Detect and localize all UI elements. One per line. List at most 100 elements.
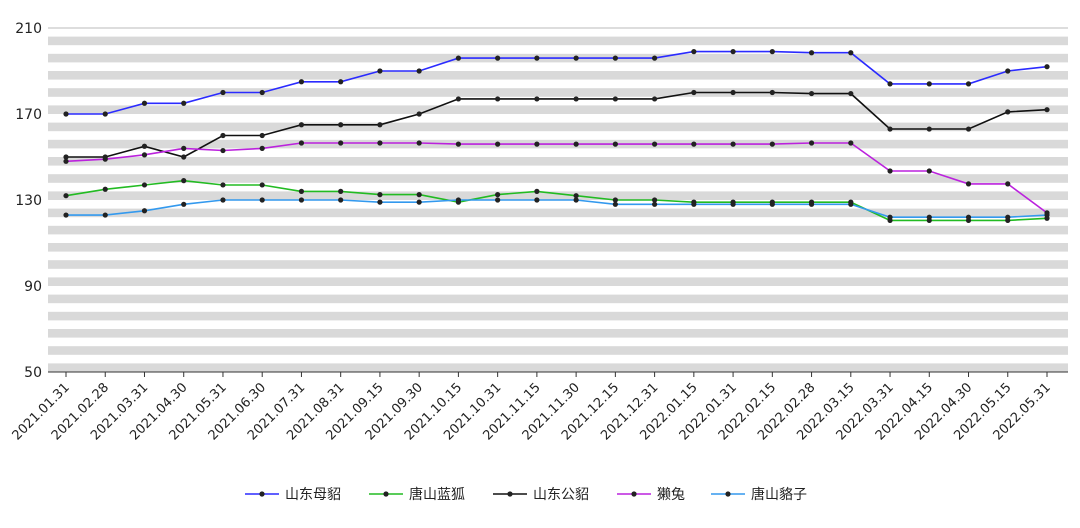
data-point <box>534 141 540 147</box>
data-point <box>298 79 305 85</box>
data-point <box>181 100 187 106</box>
data-point <box>416 68 422 74</box>
data-point <box>691 141 697 147</box>
data-point <box>298 188 305 194</box>
data-point <box>259 89 265 96</box>
data-point <box>691 89 697 96</box>
data-point <box>652 201 658 207</box>
legend-label: 唐山貉子 <box>751 486 807 503</box>
data-point <box>63 111 69 117</box>
data-point <box>102 156 108 162</box>
series-line <box>65 179 1048 222</box>
data-point <box>534 96 540 102</box>
series-3 <box>63 89 1050 160</box>
grid-band <box>48 225 1068 235</box>
data-point <box>102 212 108 218</box>
grid-band <box>48 36 1068 46</box>
data-point <box>612 55 618 61</box>
data-point <box>141 152 148 158</box>
data-point <box>298 140 305 146</box>
data-point <box>848 50 854 56</box>
data-point <box>691 49 697 55</box>
data-point <box>1005 214 1011 220</box>
data-point <box>338 140 344 146</box>
grid-band <box>48 329 1068 338</box>
grid-band <box>48 157 1068 166</box>
data-point <box>181 178 187 184</box>
data-point <box>181 145 187 151</box>
data-point <box>808 201 815 207</box>
data-point <box>808 140 815 146</box>
data-point <box>416 199 422 205</box>
y-tick-label: 130 <box>15 193 42 209</box>
grid-band <box>48 311 1068 321</box>
data-point <box>495 197 501 203</box>
data-point <box>730 201 736 207</box>
y-tick-label: 50 <box>24 365 42 381</box>
grid-band <box>48 260 1068 269</box>
y-axis-ticks: 50 90 130 170 210 <box>15 21 42 381</box>
y-tick-label: 170 <box>15 107 42 123</box>
series-line <box>66 199 1048 218</box>
data-point <box>495 96 501 102</box>
data-point <box>887 214 893 220</box>
data-point <box>455 141 461 147</box>
data-point <box>965 126 972 132</box>
data-point <box>377 122 383 128</box>
data-point <box>769 201 775 207</box>
data-point <box>926 214 932 220</box>
grid-band <box>48 174 1068 183</box>
data-point <box>926 168 932 174</box>
y-tick-label: 90 <box>24 279 42 295</box>
data-point <box>298 122 305 128</box>
data-point <box>495 141 501 147</box>
data-point <box>141 143 148 149</box>
data-point <box>338 188 344 194</box>
data-point <box>730 89 736 96</box>
series-lines <box>63 49 1050 224</box>
data-point <box>495 192 501 198</box>
data-point <box>220 197 226 203</box>
data-point <box>534 55 540 61</box>
data-point <box>573 193 579 199</box>
data-point <box>495 55 501 61</box>
grid-band <box>48 294 1068 304</box>
data-point <box>220 132 226 139</box>
data-point <box>887 126 893 132</box>
data-point <box>259 145 265 151</box>
data-point <box>181 154 187 160</box>
legend-item: 獭兔 <box>617 487 685 503</box>
data-point <box>63 158 69 164</box>
grid-band <box>48 363 1068 372</box>
data-point <box>573 197 579 203</box>
data-point <box>612 197 618 203</box>
data-point <box>1044 64 1050 70</box>
data-point <box>730 141 736 147</box>
data-point <box>455 96 461 102</box>
data-point <box>181 201 187 207</box>
data-point <box>1044 212 1050 218</box>
legend-label: 山东公貂 <box>533 487 589 503</box>
grid-band <box>48 122 1068 132</box>
data-point <box>102 111 108 117</box>
series-line <box>66 50 1048 115</box>
data-point <box>338 197 344 203</box>
data-point <box>769 49 775 55</box>
grid-band <box>48 346 1068 355</box>
legend-marker <box>507 491 513 497</box>
data-point <box>612 141 618 147</box>
data-point <box>141 208 148 214</box>
data-point <box>1005 181 1011 187</box>
data-point <box>416 140 422 146</box>
legend-marker <box>725 491 731 497</box>
data-point <box>573 55 579 61</box>
data-point <box>808 50 815 56</box>
legend-item: 唐山貉子 <box>711 486 807 503</box>
data-point <box>965 81 972 87</box>
data-point <box>220 182 226 188</box>
data-point <box>573 141 579 147</box>
data-point <box>259 197 265 203</box>
data-point <box>455 55 461 61</box>
data-point <box>377 199 383 205</box>
data-point <box>691 201 697 207</box>
